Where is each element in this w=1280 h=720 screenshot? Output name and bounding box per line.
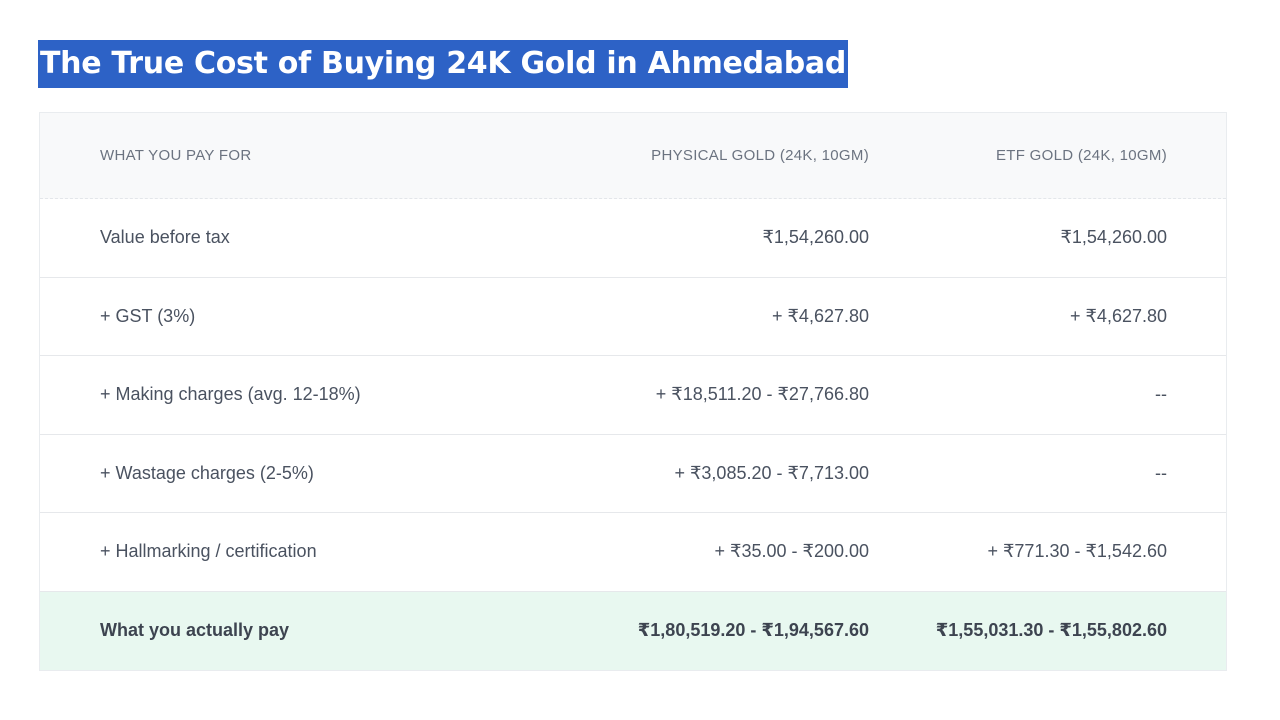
- physical-gold-value: + ₹18,511.20 - ₹27,766.80: [655, 384, 869, 405]
- total-physical-gold-value: ₹1,80,519.20 - ₹1,94,567.60: [637, 620, 869, 641]
- etf-gold-value: + ₹771.30 - ₹1,542.60: [987, 541, 1167, 562]
- header-what-you-pay-for: WHAT YOU PAY FOR: [100, 147, 252, 164]
- table-row: Value before tax ₹1,54,260.00 ₹1,54,260.…: [40, 199, 1226, 278]
- title-wrap: The True Cost of Buying 24K Gold in Ahme…: [38, 40, 848, 88]
- table-row: + Wastage charges (2-5%) + ₹3,085.20 - ₹…: [40, 434, 1226, 513]
- etf-gold-value: --: [1155, 384, 1167, 405]
- cost-comparison-table: WHAT YOU PAY FOR PHYSICAL GOLD (24K, 10G…: [39, 112, 1227, 671]
- table-row: + GST (3%) + ₹4,627.80 + ₹4,627.80: [40, 277, 1226, 356]
- header-physical-gold: PHYSICAL GOLD (24K, 10GM): [651, 147, 869, 164]
- row-label: Value before tax: [100, 227, 230, 248]
- etf-gold-value: ₹1,54,260.00: [1060, 227, 1167, 248]
- physical-gold-value: + ₹35.00 - ₹200.00: [714, 541, 869, 562]
- etf-gold-value: --: [1155, 462, 1167, 483]
- table-row: + Hallmarking / certification + ₹35.00 -…: [40, 513, 1226, 592]
- physical-gold-value: + ₹4,627.80: [771, 305, 869, 326]
- total-label: What you actually pay: [100, 620, 290, 641]
- row-label: + Hallmarking / certification: [100, 541, 317, 562]
- physical-gold-value: ₹1,54,260.00: [762, 227, 869, 248]
- physical-gold-value: + ₹3,085.20 - ₹7,713.00: [674, 462, 869, 483]
- etf-gold-value: + ₹4,627.80: [1069, 305, 1167, 326]
- page-title: The True Cost of Buying 24K Gold in Ahme…: [38, 40, 848, 88]
- row-label: + Making charges (avg. 12-18%): [100, 384, 361, 405]
- table-total-row: What you actually pay ₹1,80,519.20 - ₹1,…: [40, 591, 1226, 670]
- row-label: + Wastage charges (2-5%): [100, 462, 314, 483]
- row-label: + GST (3%): [100, 305, 196, 326]
- header-etf-gold: ETF GOLD (24K, 10GM): [995, 147, 1167, 164]
- table-row: + Making charges (avg. 12-18%) + ₹18,511…: [40, 356, 1226, 435]
- total-etf-gold-value: ₹1,55,031.30 - ₹1,55,802.60: [935, 620, 1167, 641]
- table-header-row: WHAT YOU PAY FOR PHYSICAL GOLD (24K, 10G…: [40, 113, 1226, 199]
